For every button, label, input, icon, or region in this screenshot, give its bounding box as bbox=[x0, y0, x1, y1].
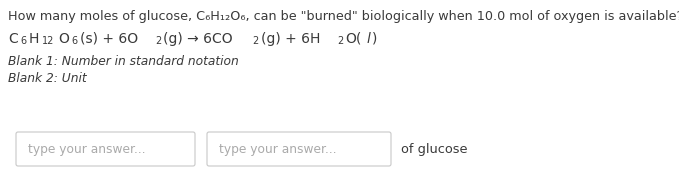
Text: 2: 2 bbox=[253, 35, 259, 46]
FancyBboxPatch shape bbox=[207, 132, 391, 166]
Text: ): ) bbox=[371, 32, 377, 46]
Text: type your answer...: type your answer... bbox=[219, 143, 337, 156]
Text: Blank 1: Number in standard notation: Blank 1: Number in standard notation bbox=[8, 55, 239, 68]
Text: type your answer...: type your answer... bbox=[28, 143, 145, 156]
Text: C: C bbox=[8, 32, 18, 46]
Text: l: l bbox=[367, 32, 371, 46]
Text: O: O bbox=[58, 32, 69, 46]
Text: of glucose: of glucose bbox=[401, 143, 468, 156]
Text: 12: 12 bbox=[42, 35, 54, 46]
FancyBboxPatch shape bbox=[16, 132, 195, 166]
Text: How many moles of glucose, C₆H₁₂O₆, can be "burned" biologically when 10.0 mol o: How many moles of glucose, C₆H₁₂O₆, can … bbox=[8, 10, 679, 23]
Text: (g) → 6CO: (g) → 6CO bbox=[163, 32, 232, 46]
Text: 2: 2 bbox=[155, 35, 161, 46]
Text: 6: 6 bbox=[72, 35, 78, 46]
Text: H: H bbox=[29, 32, 39, 46]
Text: (s) + 6O: (s) + 6O bbox=[79, 32, 138, 46]
Text: (g) + 6H: (g) + 6H bbox=[261, 32, 320, 46]
Text: Blank 2: Unit: Blank 2: Unit bbox=[8, 72, 87, 85]
Text: 6: 6 bbox=[20, 35, 26, 46]
Text: O(: O( bbox=[346, 32, 362, 46]
Text: 2: 2 bbox=[337, 35, 344, 46]
